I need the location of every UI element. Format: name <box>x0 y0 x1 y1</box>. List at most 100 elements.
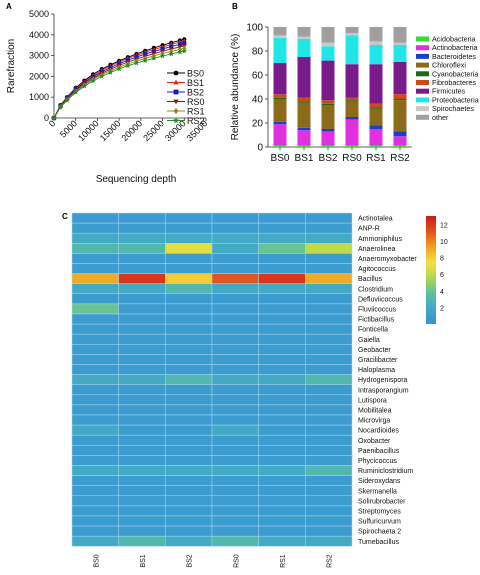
y-tick-label: 4000 <box>29 30 49 40</box>
heatmap-cell <box>165 535 213 547</box>
heatmap-cell <box>71 465 119 476</box>
heatmap-cell <box>211 505 259 517</box>
x-tick-label: BS0 <box>271 153 290 164</box>
heatmap-cell <box>165 354 213 365</box>
heatmap-cell <box>258 505 306 517</box>
bar-segment-spirochaetes <box>345 33 359 36</box>
heatmap-cell <box>165 243 213 254</box>
legend-label: Fibrobacteres <box>432 78 476 87</box>
panel-label-c: C <box>62 212 68 221</box>
heatmap-cell <box>118 222 166 234</box>
heatmap-cell <box>118 333 166 345</box>
heatmap-cell <box>71 263 119 274</box>
heatmap-cell <box>71 333 119 345</box>
heatmap-cell <box>305 404 353 416</box>
data-point <box>173 70 179 76</box>
row-label: Mobilitalea <box>358 407 392 414</box>
legend-label: Chloroflexi <box>432 61 466 70</box>
bar-segment-actinobacteria <box>345 119 359 146</box>
heatmap-cell <box>305 525 353 537</box>
heatmap-cell <box>211 495 259 507</box>
legend-label: RS2 <box>187 116 205 126</box>
data-point <box>172 117 180 124</box>
row-label: Anaerolinea <box>358 246 395 253</box>
heatmap-cell <box>211 455 259 466</box>
heatmap-cell <box>118 263 166 274</box>
heatmap-cell <box>305 445 353 456</box>
data-point <box>181 48 188 54</box>
heatmap-cell <box>305 465 353 476</box>
bar-segment-fibrobacteres <box>297 97 311 102</box>
legend-label: BS1 <box>187 78 204 88</box>
heatmap-cell <box>305 232 353 244</box>
heatmap-cell <box>71 535 119 547</box>
heatmap-cell <box>258 303 306 315</box>
heatmap-cell <box>118 364 166 375</box>
bar-segment-actinobacteria <box>297 130 311 146</box>
x-tick-label: 0 <box>47 118 58 129</box>
heatmap-cell <box>71 212 119 224</box>
x-tick-label: RS0 <box>342 153 362 164</box>
row-label: Spirochaeta 2 <box>358 529 401 536</box>
heatmap-cell <box>211 374 259 385</box>
heatmap-cell <box>118 232 166 244</box>
row-label: Tumebacillus <box>358 539 399 546</box>
column-label: RS0 <box>233 554 240 568</box>
heatmap-cell <box>165 455 213 466</box>
data-point <box>173 99 179 105</box>
y-tick-label: 80 <box>252 47 264 58</box>
heatmap-cell <box>305 344 353 355</box>
legend-label: Proteobacteria <box>432 95 479 104</box>
y-tick-label: 0 <box>44 113 49 123</box>
data-point <box>177 42 183 47</box>
heatmap-cell <box>211 222 259 234</box>
heatmap-cell <box>305 273 353 284</box>
heatmap-cell <box>258 344 306 355</box>
bar-segment-acidobacteria <box>393 145 407 147</box>
bar-segment-spirochaetes <box>321 42 335 47</box>
y-tick-label: 1000 <box>29 92 49 102</box>
heatmap-cell <box>211 303 259 315</box>
row-label: Fonticella <box>358 327 388 334</box>
heatmap-cell <box>71 283 119 295</box>
legend-swatch <box>416 36 429 42</box>
heatmap-cell <box>118 414 166 426</box>
legend-label: RS1 <box>187 107 205 117</box>
heatmap-cell <box>165 525 213 537</box>
legend-label: Spirochaetes <box>432 104 474 113</box>
legend-label: other <box>432 113 449 122</box>
bar-segment-other <box>321 27 335 43</box>
row-label: Phycicoccus <box>358 458 397 465</box>
row-label: Anaeromyxobacter <box>358 256 417 263</box>
row-label: Fictibacillus <box>358 317 395 324</box>
heatmap-cell <box>305 283 353 295</box>
heatmap-cell <box>118 475 166 486</box>
bar-segment-chloroflexi <box>345 101 359 117</box>
data-point <box>134 54 139 60</box>
heatmap-cell <box>258 485 306 497</box>
heatmap-cell <box>165 222 213 234</box>
heatmap-cell <box>71 495 119 507</box>
heatmap-cell <box>211 384 259 396</box>
data-point <box>51 115 57 121</box>
heatmap-cell <box>211 253 259 264</box>
heatmap-cell <box>211 434 259 446</box>
y-tick-label: 40 <box>252 95 264 106</box>
row-label: Intrasporangium <box>358 387 409 394</box>
row-label: Streptomyces <box>358 508 401 515</box>
heatmap-cell <box>305 414 353 426</box>
colorbar-tick-label: 4 <box>440 289 444 296</box>
series-line-rs0 <box>53 45 185 119</box>
heatmap-cell <box>258 222 306 234</box>
column-label: RS2 <box>327 554 334 568</box>
y-tick-label: 3000 <box>29 51 49 61</box>
row-label: Nocardioides <box>358 428 399 435</box>
heatmap-cell <box>118 505 166 517</box>
heatmap-cell <box>165 374 213 385</box>
legend-swatch <box>416 114 429 120</box>
heatmap-cell <box>118 384 166 396</box>
y-tick-label: 60 <box>252 71 264 82</box>
heatmap-cell <box>71 243 119 254</box>
row-label: Skermanella <box>358 488 397 495</box>
